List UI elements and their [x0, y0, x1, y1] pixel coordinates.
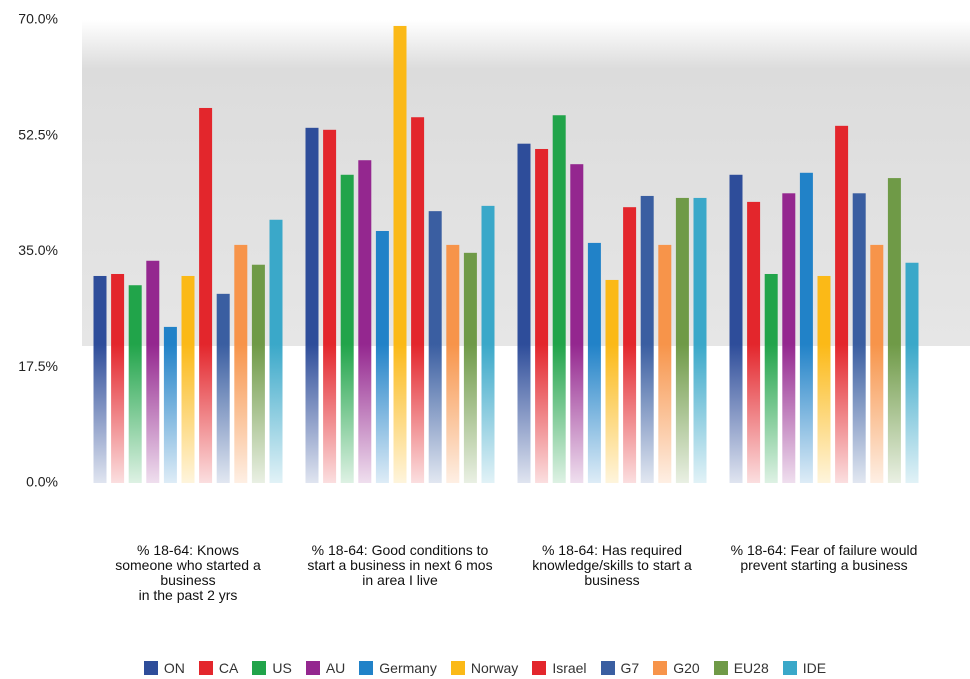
legend-label: G20 — [673, 660, 700, 676]
bar — [446, 244, 460, 483]
bar — [181, 275, 195, 483]
x-tick-label: % 18-64: Fear of failure would prevent s… — [730, 542, 918, 573]
bar — [251, 264, 265, 483]
legend-swatch — [305, 661, 320, 675]
bar — [393, 25, 407, 484]
bar — [570, 164, 584, 484]
bar — [887, 178, 901, 483]
legend-swatch — [252, 661, 267, 675]
legend-swatch — [713, 661, 728, 675]
bar — [234, 244, 248, 483]
x-tick-label: % 18-64: Knows someone who started a bus… — [115, 542, 261, 603]
bar — [675, 197, 689, 483]
legend-item: Norway — [450, 660, 519, 676]
legend-label: ON — [163, 660, 185, 676]
bar — [111, 273, 125, 483]
bar — [163, 326, 177, 483]
bar — [375, 230, 389, 483]
legend-label: Germany — [379, 660, 437, 676]
bar — [552, 115, 566, 483]
bar — [128, 285, 142, 483]
legend-swatch — [532, 661, 547, 675]
bar — [517, 143, 531, 484]
legend-swatch — [143, 661, 158, 675]
y-tick-label: 52.5% — [18, 126, 58, 142]
bar — [747, 201, 761, 483]
bar — [623, 207, 637, 484]
legend-item: G20 — [653, 660, 700, 676]
legend-label: G7 — [620, 660, 640, 676]
bar — [764, 273, 778, 483]
bar — [269, 219, 283, 483]
bar — [323, 129, 337, 483]
y-tick-label: 0.0% — [26, 474, 58, 490]
legend-swatch — [198, 661, 213, 675]
bar — [729, 174, 743, 483]
bar — [93, 275, 107, 483]
bar — [463, 252, 477, 483]
bar — [799, 172, 813, 484]
legend-label: CA — [218, 660, 239, 676]
bar — [640, 195, 654, 483]
legend-item: ON — [143, 660, 185, 676]
legend-item: G7 — [600, 660, 640, 676]
legend-item: US — [252, 660, 292, 676]
legend-item: CA — [198, 660, 239, 676]
legend-label: US — [272, 660, 292, 676]
bar — [481, 205, 495, 483]
legend-item: EU28 — [713, 660, 769, 676]
bar — [340, 174, 354, 483]
legend-label: IDE — [802, 660, 827, 676]
bar — [305, 127, 319, 483]
y-tick-label: 70.0% — [18, 11, 58, 27]
legend-swatch — [600, 661, 615, 675]
bar — [411, 117, 425, 483]
bar — [852, 193, 866, 483]
bar — [870, 244, 884, 483]
bar — [693, 197, 707, 483]
bar — [587, 242, 601, 483]
legend-item: AU — [305, 660, 346, 676]
legend-item: Germany — [359, 660, 437, 676]
legend-label: AU — [325, 660, 346, 676]
y-tick-label: 35.0% — [18, 242, 58, 258]
legend-swatch — [782, 661, 797, 675]
legend-label: EU28 — [733, 660, 769, 676]
x-tick-label: % 18-64: Good conditions to start a busi… — [307, 542, 493, 588]
bar — [358, 160, 372, 484]
legend: ON CA US AU Germany Norway Israel G7 G20 EU28 IDE — [0, 660, 970, 676]
bar — [146, 260, 160, 483]
legend-item: IDE — [782, 660, 827, 676]
y-tick-label: 17.5% — [18, 358, 58, 374]
legend-label: Norway — [470, 660, 519, 676]
bar — [216, 293, 230, 483]
bar — [817, 275, 831, 483]
x-tick-label: % 18-64: Has required knowledge/skills t… — [532, 542, 692, 588]
bar — [605, 279, 619, 483]
bar — [835, 125, 849, 483]
bar — [658, 244, 672, 483]
bar — [782, 193, 796, 483]
legend-item: Israel — [532, 660, 587, 676]
bar — [905, 262, 919, 483]
bar — [535, 148, 549, 483]
bar — [199, 107, 213, 483]
legend-swatch — [359, 661, 374, 675]
legend-swatch — [653, 661, 668, 675]
bar — [428, 211, 442, 483]
legend-swatch — [450, 661, 465, 675]
legend-label: Israel — [552, 660, 587, 676]
